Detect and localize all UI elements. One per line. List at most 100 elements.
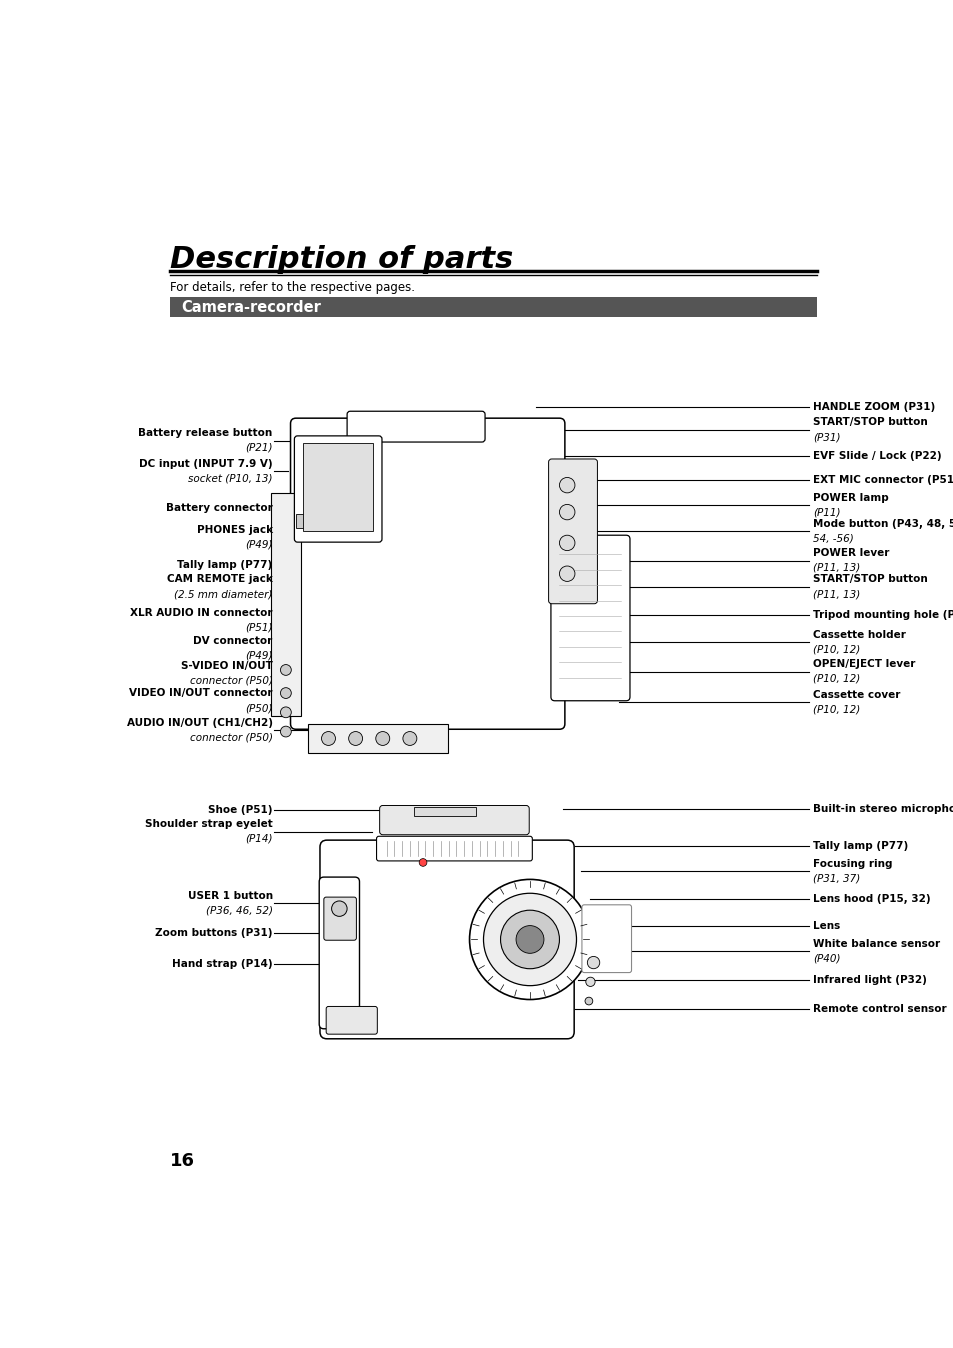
Text: connector (P50): connector (P50)	[190, 675, 273, 685]
Text: (P51): (P51)	[245, 623, 273, 634]
Text: Infrared light (P32): Infrared light (P32)	[812, 975, 925, 985]
Circle shape	[402, 732, 416, 745]
Text: CAM REMOTE jack: CAM REMOTE jack	[167, 574, 273, 585]
Circle shape	[483, 894, 576, 985]
Text: (P36, 46, 52): (P36, 46, 52)	[206, 906, 273, 915]
Circle shape	[418, 859, 427, 867]
Circle shape	[348, 732, 362, 745]
Text: (P49): (P49)	[245, 651, 273, 661]
Text: START/STOP button: START/STOP button	[812, 418, 926, 427]
Text: EXT MIC connector (P51): EXT MIC connector (P51)	[812, 474, 953, 485]
Circle shape	[469, 879, 590, 999]
Text: POWER lamp: POWER lamp	[812, 493, 887, 503]
Text: 16: 16	[170, 1153, 194, 1170]
Text: (P10, 12): (P10, 12)	[812, 644, 860, 655]
FancyBboxPatch shape	[271, 493, 300, 716]
Text: Tally lamp (P77): Tally lamp (P77)	[177, 561, 273, 570]
Text: PHONES jack: PHONES jack	[196, 526, 273, 535]
FancyBboxPatch shape	[303, 442, 373, 531]
Text: Shoulder strap eyelet: Shoulder strap eyelet	[145, 820, 273, 829]
FancyBboxPatch shape	[581, 905, 631, 972]
Text: Focusing ring: Focusing ring	[812, 859, 891, 868]
Circle shape	[280, 727, 291, 737]
Text: Camera-recorder: Camera-recorder	[181, 299, 321, 315]
Text: connector (P50): connector (P50)	[190, 732, 273, 743]
FancyBboxPatch shape	[414, 807, 476, 817]
Circle shape	[500, 910, 558, 969]
Text: VIDEO IN/OUT connector: VIDEO IN/OUT connector	[129, 689, 273, 698]
Text: (P11, 13): (P11, 13)	[812, 589, 860, 599]
Text: (P21): (P21)	[245, 442, 273, 453]
Circle shape	[558, 504, 575, 520]
Text: (P40): (P40)	[812, 953, 840, 964]
Text: Shoe (P51): Shoe (P51)	[208, 805, 273, 816]
Circle shape	[584, 998, 592, 1004]
Circle shape	[558, 535, 575, 550]
Text: Zoom buttons (P31): Zoom buttons (P31)	[155, 929, 273, 938]
Text: (P31, 37): (P31, 37)	[812, 874, 860, 883]
Text: XLR AUDIO IN connector: XLR AUDIO IN connector	[130, 608, 273, 619]
Text: Cassette cover: Cassette cover	[812, 690, 900, 700]
Circle shape	[585, 977, 595, 987]
Text: 54, -56): 54, -56)	[812, 534, 853, 543]
Text: Remote control sensor: Remote control sensor	[812, 1004, 945, 1014]
Text: (P50): (P50)	[245, 704, 273, 713]
Text: Battery release button: Battery release button	[138, 429, 273, 438]
FancyBboxPatch shape	[319, 840, 574, 1039]
Text: For details, refer to the respective pages.: For details, refer to the respective pag…	[170, 282, 415, 294]
Text: AUDIO IN/OUT (CH1/CH2): AUDIO IN/OUT (CH1/CH2)	[127, 717, 273, 728]
Text: (P14): (P14)	[245, 834, 273, 844]
Text: EVF Slide / Lock (P22): EVF Slide / Lock (P22)	[812, 450, 941, 461]
Text: Tripod mounting hole (P9): Tripod mounting hole (P9)	[812, 609, 953, 620]
Text: Lens hood (P15, 32): Lens hood (P15, 32)	[812, 895, 929, 905]
Text: (P10, 12): (P10, 12)	[812, 674, 860, 683]
Text: DV connector: DV connector	[193, 636, 273, 646]
Text: (P11): (P11)	[812, 507, 840, 518]
Text: Tally lamp (P77): Tally lamp (P77)	[812, 841, 907, 851]
Text: HANDLE ZOOM (P31): HANDLE ZOOM (P31)	[812, 402, 934, 411]
Text: (P10, 12): (P10, 12)	[812, 705, 860, 714]
FancyBboxPatch shape	[319, 878, 359, 1029]
Circle shape	[375, 732, 390, 745]
Text: Description of parts: Description of parts	[170, 245, 513, 274]
Text: White balance sensor: White balance sensor	[812, 938, 939, 949]
Text: START/STOP button: START/STOP button	[812, 574, 926, 585]
Text: S-VIDEO IN/OUT: S-VIDEO IN/OUT	[181, 661, 273, 671]
FancyBboxPatch shape	[548, 458, 597, 604]
FancyBboxPatch shape	[170, 298, 816, 317]
Text: (2.5 mm diameter): (2.5 mm diameter)	[174, 589, 273, 599]
FancyBboxPatch shape	[376, 836, 532, 861]
Text: (P49): (P49)	[245, 539, 273, 550]
Text: Battery connector: Battery connector	[166, 503, 273, 514]
Text: socket (P10, 13): socket (P10, 13)	[188, 473, 273, 484]
FancyBboxPatch shape	[291, 418, 564, 729]
Circle shape	[280, 706, 291, 717]
Text: Built-in stereo microphone: Built-in stereo microphone	[812, 803, 953, 814]
Text: OPEN/EJECT lever: OPEN/EJECT lever	[812, 659, 914, 669]
Text: (P11, 13): (P11, 13)	[812, 563, 860, 573]
Text: Mode button (P43, 48, 52,: Mode button (P43, 48, 52,	[812, 519, 953, 528]
FancyBboxPatch shape	[379, 806, 529, 834]
Circle shape	[280, 687, 291, 698]
Text: DC input (INPUT 7.9 V): DC input (INPUT 7.9 V)	[139, 458, 273, 469]
Text: Hand strap (P14): Hand strap (P14)	[172, 958, 273, 969]
FancyBboxPatch shape	[294, 435, 381, 542]
Text: USER 1 button: USER 1 button	[188, 891, 273, 900]
FancyBboxPatch shape	[326, 1007, 377, 1034]
FancyBboxPatch shape	[295, 514, 338, 527]
Circle shape	[321, 732, 335, 745]
FancyBboxPatch shape	[347, 411, 484, 442]
Circle shape	[587, 956, 599, 969]
Text: Lens: Lens	[812, 922, 840, 931]
Circle shape	[558, 566, 575, 581]
Circle shape	[332, 900, 347, 917]
FancyBboxPatch shape	[308, 724, 447, 754]
Circle shape	[558, 477, 575, 493]
Text: Cassette holder: Cassette holder	[812, 630, 904, 640]
FancyBboxPatch shape	[323, 898, 356, 941]
Circle shape	[280, 665, 291, 675]
Circle shape	[516, 926, 543, 953]
Text: (P31): (P31)	[812, 431, 840, 442]
FancyBboxPatch shape	[550, 535, 629, 701]
Text: POWER lever: POWER lever	[812, 549, 888, 558]
